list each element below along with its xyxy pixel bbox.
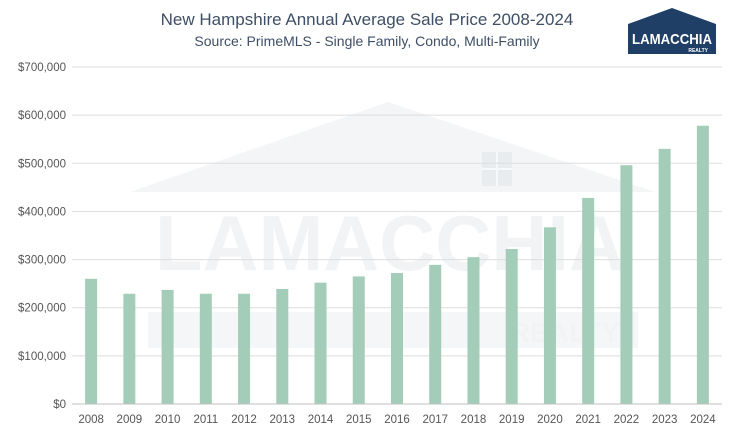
bar-2008: [85, 278, 98, 404]
logo-text: LAMACCHIA: [632, 31, 712, 48]
x-tick-label: 2024: [690, 414, 716, 426]
y-tick-label: $600,000: [18, 110, 66, 122]
x-tick-label: 2008: [78, 414, 104, 426]
bar-2022: [620, 165, 633, 404]
x-tick-label: 2021: [575, 414, 601, 426]
bar-2013: [276, 288, 289, 404]
bar-2010: [161, 289, 174, 404]
y-tick-label: $100,000: [18, 351, 66, 363]
bar-2020: [543, 227, 556, 404]
bar-2018: [467, 257, 480, 404]
x-tick-label: 2018: [461, 414, 487, 426]
lamacchia-logo: LAMACCHIA REALTY: [628, 8, 716, 54]
y-tick-label: $200,000: [18, 303, 66, 315]
bars: [85, 125, 709, 404]
bar-2015: [352, 276, 365, 404]
bar-2021: [582, 197, 595, 404]
x-tick-label: 2022: [614, 414, 640, 426]
bar-2019: [505, 248, 518, 404]
chart-title: New Hampshire Annual Average Sale Price …: [161, 10, 574, 29]
bar-2011: [199, 293, 212, 404]
x-tick-label: 2013: [269, 414, 295, 426]
y-tick-label: $300,000: [18, 255, 66, 267]
bar-2014: [314, 282, 327, 404]
x-tick-label: 2016: [384, 414, 410, 426]
bar-2017: [429, 264, 442, 404]
bar-2023: [658, 148, 671, 404]
bar-2009: [123, 293, 136, 404]
x-tick-label: 2009: [117, 414, 143, 426]
x-tick-label: 2020: [537, 414, 563, 426]
y-axis: $0 $100,000 $200,000 $300,000 $400,000 $500,0…: [18, 62, 66, 411]
x-tick-label: 2011: [193, 414, 218, 426]
x-tick-label: 2014: [308, 414, 334, 426]
y-tick-label: $400,000: [18, 206, 66, 218]
bar-2024: [696, 125, 709, 404]
bar-2016: [391, 273, 403, 404]
x-tick-label: 2023: [652, 414, 678, 426]
watermark-subtext: REALTY: [510, 317, 620, 348]
y-tick-label: $500,000: [18, 158, 66, 170]
x-tick-label: 2012: [231, 414, 257, 426]
x-tick-label: 2017: [422, 414, 448, 426]
bar-2012: [238, 293, 251, 404]
chart-subtitle: Source: PrimeMLS - Single Family, Condo,…: [194, 33, 539, 49]
y-tick-label: $700,000: [18, 62, 66, 74]
x-axis: 2008 2009 2010 2011 2012 2013 2014 2015 2016 2017…: [72, 403, 722, 426]
watermark: LAMACCHIA REALTY: [130, 102, 655, 348]
x-tick-label: 2010: [155, 414, 181, 426]
logo-subtext: REALTY: [688, 48, 708, 54]
x-tick-label: 2015: [346, 414, 372, 426]
y-tick-label: $0: [53, 399, 66, 411]
x-tick-label: 2019: [499, 414, 525, 426]
